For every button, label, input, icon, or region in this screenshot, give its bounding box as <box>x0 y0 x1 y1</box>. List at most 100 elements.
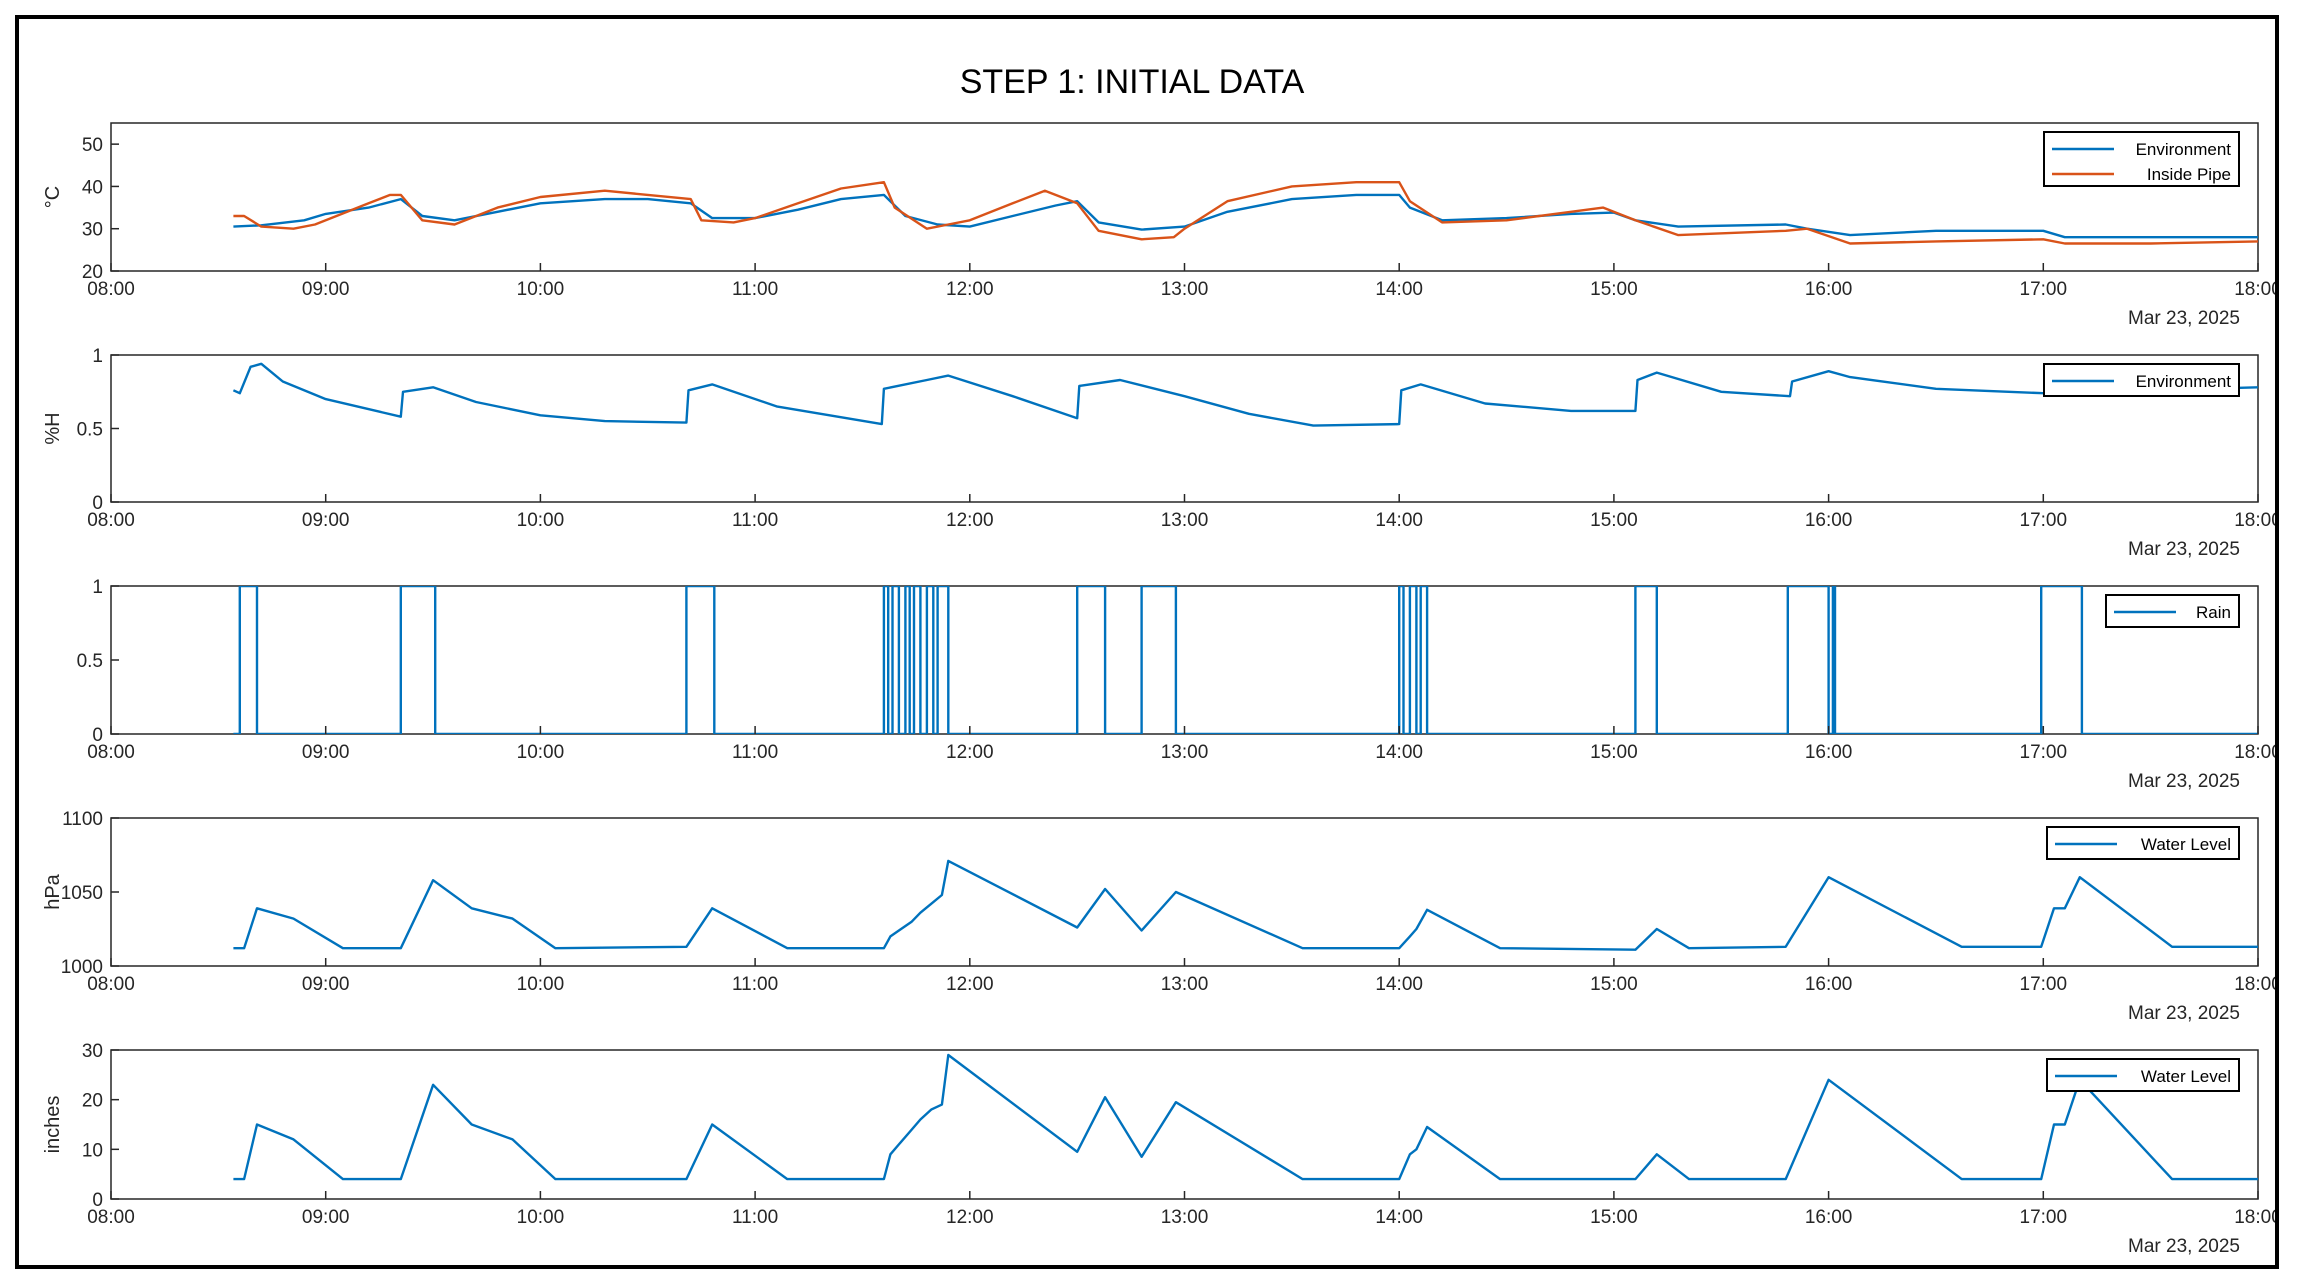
chart-panel-3: 0 0.5 1 08:00 09:00 10:00 11:00 12:00 13:00 14:00… <box>77 577 2275 792</box>
x-tick-label: 15:00 <box>1590 974 1638 995</box>
y-tick-label: 30 <box>82 220 103 241</box>
date-label: Mar 23, 2025 <box>2128 1003 2240 1024</box>
plot-area <box>110 585 2259 735</box>
legend-label: Water Level <box>2141 835 2231 854</box>
chart-panel-1: 20 30 40 50 08:00 09:00 10:00 11:00 12:00 13:00 14… <box>42 122 2275 329</box>
x-tick-label: 12:00 <box>946 742 994 763</box>
x-tick-label: 14:00 <box>1375 742 1423 763</box>
y-tick-label: 40 <box>82 177 103 198</box>
x-tick-label: 16:00 <box>1805 279 1853 300</box>
x-tick-label: 08:00 <box>87 1207 135 1228</box>
y-tick-label: 50 <box>82 135 103 156</box>
x-tick-label: 11:00 <box>732 974 778 995</box>
x-tick-label: 18:00 <box>2234 279 2275 300</box>
x-tick-label: 18:00 <box>2234 1207 2275 1228</box>
x-tick-label: 09:00 <box>302 742 350 763</box>
x-tick-label: 16:00 <box>1805 510 1853 531</box>
x-tick-label: 13:00 <box>1161 974 1209 995</box>
y-tick-label: 1 <box>92 577 103 598</box>
y-tick-label: 0 <box>92 493 103 514</box>
figure-title: STEP 1: INITIAL DATA <box>960 63 1305 101</box>
x-tick-label: 14:00 <box>1375 974 1423 995</box>
x-tick-label: 15:00 <box>1590 510 1638 531</box>
x-tick-label: 17:00 <box>2020 510 2068 531</box>
x-tick-label: 12:00 <box>946 1207 994 1228</box>
x-tick-label: 14:00 <box>1375 1207 1423 1228</box>
x-tick-label: 08:00 <box>87 510 135 531</box>
x-tick-label: 08:00 <box>87 974 135 995</box>
x-tick-label: 13:00 <box>1161 742 1209 763</box>
x-tick-label: 08:00 <box>87 742 135 763</box>
date-label: Mar 23, 2025 <box>2128 1236 2240 1257</box>
x-tick-label: 10:00 <box>517 279 565 300</box>
x-tick-label: 14:00 <box>1375 279 1423 300</box>
date-label: Mar 23, 2025 <box>2128 771 2240 792</box>
x-tick-label: 10:00 <box>517 1207 565 1228</box>
x-tick-label: 12:00 <box>946 279 994 300</box>
y-tick-label: 30 <box>82 1041 103 1062</box>
legend-box <box>2043 131 2240 187</box>
legend: Water Level <box>2046 826 2240 860</box>
x-tick-label: 11:00 <box>732 510 778 531</box>
x-tick-label: 16:00 <box>1805 974 1853 995</box>
legend-label: Environment <box>2136 372 2232 391</box>
x-tick-label: 10:00 <box>517 510 565 531</box>
series-line-water-level <box>233 859 2258 951</box>
series-line-water-level <box>233 1053 2258 1181</box>
figure-canvas: STEP 1: INITIAL DATA 20 30 40 50 08:00 09:00 1… <box>42 63 2275 1257</box>
chart-panel-2: 0 0.5 1 08:00 09:00 10:00 11:00 12:00 13:00 14:00… <box>42 346 2275 560</box>
x-tick-label: 14:00 <box>1375 510 1423 531</box>
x-tick-label: 09:00 <box>302 1207 350 1228</box>
legend-label: Water Level <box>2141 1067 2231 1086</box>
legend-label: Environment <box>2136 140 2232 159</box>
legend: Water Level <box>2046 1058 2240 1092</box>
x-tick-label: 16:00 <box>1805 742 1853 763</box>
x-tick-label: 11:00 <box>732 1207 778 1228</box>
data-layer <box>232 362 2258 427</box>
y-axis-label: %H <box>42 412 64 444</box>
x-tick-label: 17:00 <box>2020 974 2068 995</box>
legend-label: Inside Pipe <box>2147 165 2231 184</box>
chart-panel-5: 0 10 20 30 08:00 09:00 10:00 11:00 12:00 13:00 14:… <box>42 1041 2275 1257</box>
x-tick-label: 15:00 <box>1590 742 1638 763</box>
x-tick-label: 10:00 <box>517 742 565 763</box>
plot-area <box>110 817 2259 967</box>
y-tick-label: 1100 <box>62 809 103 830</box>
x-tick-label: 09:00 <box>302 279 350 300</box>
legend: Rain <box>2105 594 2240 628</box>
x-tick-label: 15:00 <box>1590 1207 1638 1228</box>
x-tick-label: 16:00 <box>1805 1207 1853 1228</box>
y-tick-label: 0.5 <box>77 651 103 672</box>
legend-label: Rain <box>2196 603 2231 622</box>
y-axis-label: inches <box>42 1096 64 1154</box>
data-layer <box>233 859 2258 951</box>
x-tick-label: 17:00 <box>2020 1207 2068 1228</box>
x-tick-label: 11:00 <box>732 279 778 300</box>
x-tick-label: 18:00 <box>2234 742 2275 763</box>
x-tick-label: 11:00 <box>732 742 778 763</box>
y-tick-label: 0 <box>92 1190 103 1211</box>
x-tick-label: 13:00 <box>1161 279 1209 300</box>
y-tick-label: 0 <box>92 725 103 746</box>
x-tick-label: 12:00 <box>946 974 994 995</box>
x-tick-label: 17:00 <box>2020 742 2068 763</box>
y-tick-label: 1 <box>92 346 103 367</box>
x-tick-label: 09:00 <box>302 974 350 995</box>
y-tick-label: 1000 <box>61 957 103 978</box>
series-line-inside-pipe <box>233 181 2258 245</box>
x-tick-label: 18:00 <box>2234 510 2275 531</box>
figure-frame: STEP 1: INITIAL DATA 20 30 40 50 08:00 09:00 1… <box>15 15 2279 1269</box>
legend: Environment Inside Pipe <box>2043 131 2240 187</box>
plot-area <box>110 122 2259 272</box>
y-tick-label: 0.5 <box>77 420 103 441</box>
panels: 20 30 40 50 08:00 09:00 10:00 11:00 12:00 13:00 14… <box>42 122 2275 1257</box>
y-tick-label: 1050 <box>61 883 103 904</box>
x-tick-label: 18:00 <box>2234 974 2275 995</box>
plot-area <box>110 1049 2259 1200</box>
x-tick-label: 09:00 <box>302 510 350 531</box>
y-tick-label: 10 <box>82 1140 103 1161</box>
y-tick-label: 20 <box>82 1091 103 1112</box>
x-tick-label: 17:00 <box>2020 279 2068 300</box>
x-tick-label: 08:00 <box>87 279 135 300</box>
y-tick-label: 20 <box>82 262 103 283</box>
